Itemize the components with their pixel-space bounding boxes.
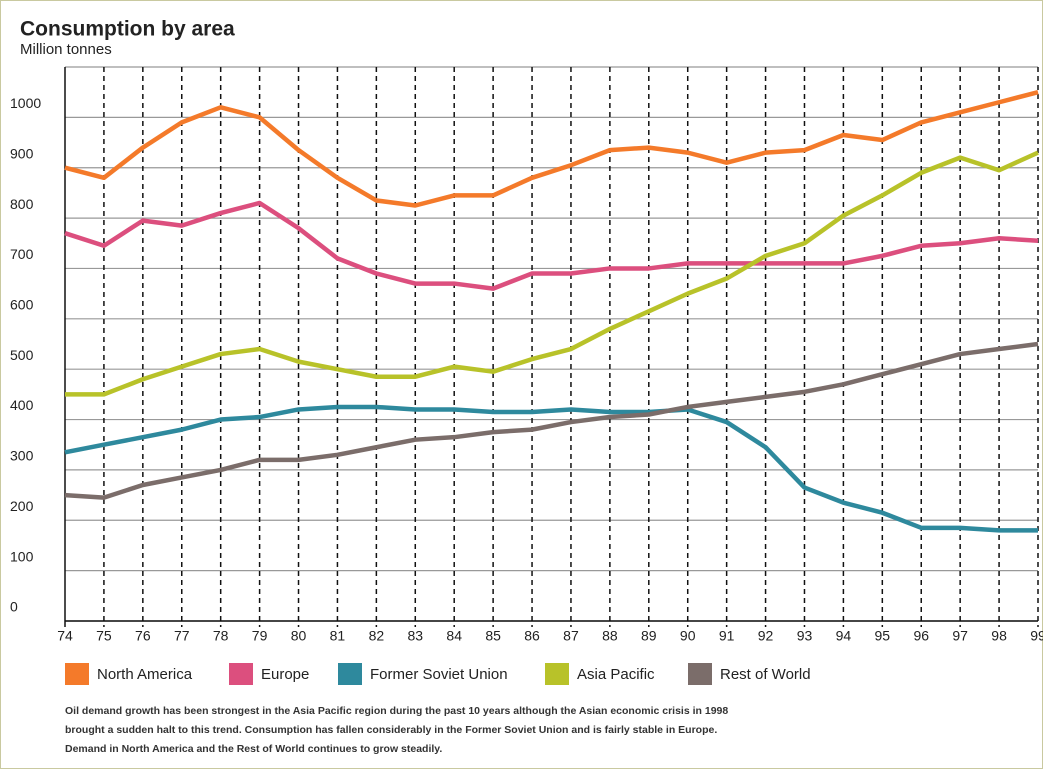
legend-swatch	[545, 663, 569, 685]
legend-swatch	[229, 663, 253, 685]
x-tick-label: 86	[524, 628, 540, 644]
legend-swatch	[688, 663, 712, 685]
x-tick-label: 96	[913, 628, 929, 644]
y-tick-label: 100	[10, 548, 34, 564]
note-line: Demand in North America and the Rest of …	[65, 743, 442, 755]
x-tick-label: 88	[602, 628, 618, 644]
y-tick-label: 700	[10, 246, 34, 262]
y-tick-label: 900	[10, 145, 34, 161]
legend-label: Rest of World	[720, 666, 811, 683]
legend-swatch	[65, 663, 89, 685]
legend-swatch	[338, 663, 362, 685]
note-line: Oil demand growth has been strongest in …	[65, 705, 728, 717]
y-tick-label: 600	[10, 297, 34, 313]
y-tick-label: 300	[10, 448, 34, 464]
x-tick-label: 75	[96, 628, 112, 644]
x-tick-label: 83	[407, 628, 423, 644]
legend-label: Asia Pacific	[577, 666, 655, 683]
y-tick-label: 1000	[10, 95, 41, 111]
x-tick-label: 90	[680, 628, 696, 644]
y-tick-label: 0	[10, 599, 18, 615]
x-tick-label: 77	[174, 628, 190, 644]
x-tick-label: 76	[135, 628, 151, 644]
y-tick-label: 400	[10, 397, 34, 413]
y-tick-label: 500	[10, 347, 34, 363]
x-tick-label: 97	[952, 628, 968, 644]
x-tick-label: 80	[291, 628, 307, 644]
series-line	[64, 90, 1039, 208]
y-tick-label: 200	[10, 498, 34, 514]
x-tick-label: 81	[330, 628, 346, 644]
series-line	[64, 404, 1038, 533]
series-line	[65, 150, 1039, 397]
x-tick-label: 99	[1030, 628, 1043, 644]
legend-label: North America	[97, 666, 193, 683]
x-tick-label: 89	[641, 628, 657, 644]
y-tick-label: 800	[10, 196, 34, 212]
series-line	[64, 341, 1039, 500]
x-tick-label: 74	[57, 628, 73, 644]
note-line: brought a sudden halt to this trend. Con…	[65, 724, 717, 736]
x-tick-label: 94	[836, 628, 852, 644]
chart-title: Consumption by area	[20, 18, 235, 41]
x-tick-label: 87	[563, 628, 579, 644]
x-tick-label: 98	[991, 628, 1007, 644]
series-line	[64, 200, 1039, 291]
x-tick-label: 78	[213, 628, 229, 644]
x-tick-label: 95	[875, 628, 891, 644]
x-tick-label: 84	[446, 628, 462, 644]
x-tick-label: 91	[719, 628, 735, 644]
x-tick-label: 85	[485, 628, 501, 644]
legend-label: Former Soviet Union	[370, 666, 508, 683]
x-tick-label: 82	[369, 628, 385, 644]
x-tick-label: 92	[758, 628, 774, 644]
x-tick-label: 93	[797, 628, 813, 644]
chart-subtitle: Million tonnes	[20, 41, 112, 58]
legend-label: Europe	[261, 666, 309, 683]
x-tick-label: 79	[252, 628, 268, 644]
